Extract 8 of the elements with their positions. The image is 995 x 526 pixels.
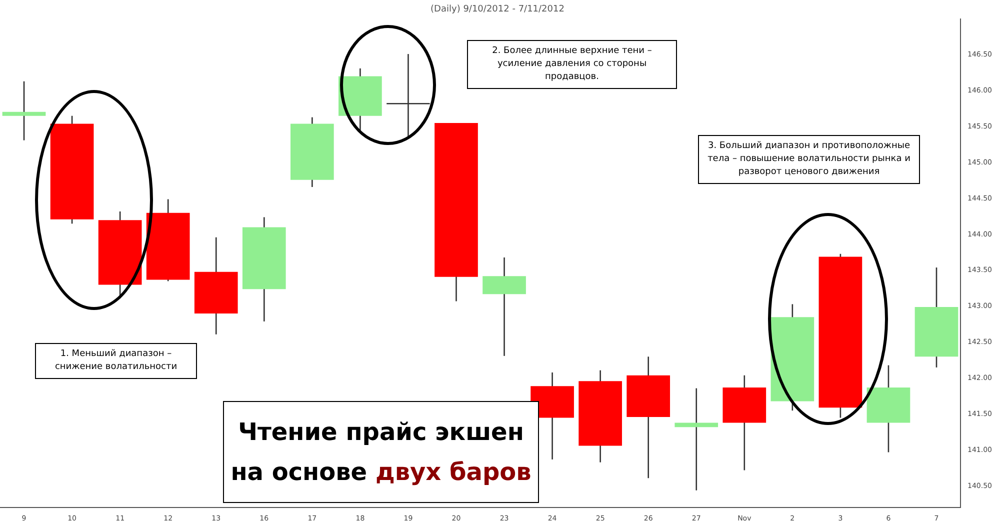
- candlestick: [386, 53, 430, 139]
- chart-title: (Daily) 9/10/2012 - 7/11/2012: [430, 4, 564, 15]
- candlestick: [2, 80, 46, 141]
- candlestick: [674, 388, 718, 491]
- annotation: 2. Более длинные верхние тени – усиление давления со стороны продавцов.: [467, 40, 677, 89]
- text: Чтение прайс экшен на основе двух баров: [230, 418, 532, 486]
- annotation: 1. Меньший диапазон – снижение волатильности: [35, 343, 197, 379]
- annotation: 3. Больший диапазон и противоположные тела – повышение волатильности рынка и разворот ценового движения: [698, 135, 920, 184]
